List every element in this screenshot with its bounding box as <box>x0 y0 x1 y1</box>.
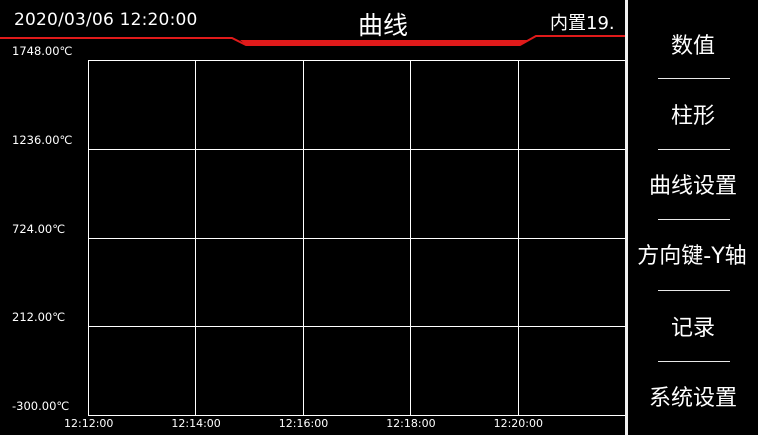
menu-item-arrow-y-axis[interactable]: 方向键-Y轴 <box>637 244 747 269</box>
datetime-display: 2020/03/06 12:20:00 <box>14 10 198 30</box>
y-tick-label: -300.00℃ <box>12 399 70 413</box>
menu-item-system-settings[interactable]: 系统设置 <box>648 386 737 411</box>
y-tick-label: 1748.00℃ <box>12 44 73 58</box>
menu-divider <box>658 290 730 291</box>
y-tick-label: 212.00℃ <box>12 310 66 325</box>
page-title: 曲线 <box>358 11 409 40</box>
menu-divider <box>658 149 730 150</box>
x-tick-label: 12:16:00 <box>278 417 329 430</box>
menu-divider <box>658 78 730 79</box>
y-tick-label: 1236.00℃ <box>12 132 73 147</box>
x-tick-label: 12:20:00 <box>493 417 543 430</box>
side-menu: 数值 柱形 曲线设置 方向键-Y轴 记录 系统设置 <box>625 0 758 435</box>
menu-item-bar[interactable]: 柱形 <box>670 104 715 129</box>
header-accent-line <box>0 35 625 46</box>
x-tick-label: 12:14:00 <box>171 417 221 430</box>
menu-divider <box>658 219 730 220</box>
x-tick-label: 12:12:00 <box>64 417 114 430</box>
menu-item-record[interactable]: 记录 <box>670 316 715 341</box>
menu-item-curve-settings[interactable]: 曲线设置 <box>648 174 737 199</box>
trend-chart <box>88 60 625 416</box>
sensor-label: 内置19. <box>550 13 615 34</box>
menu-divider <box>658 361 730 362</box>
menu-item-values[interactable]: 数值 <box>670 34 715 59</box>
y-tick-label: 724.00℃ <box>12 221 66 236</box>
x-tick-label: 12:18:00 <box>386 417 436 430</box>
